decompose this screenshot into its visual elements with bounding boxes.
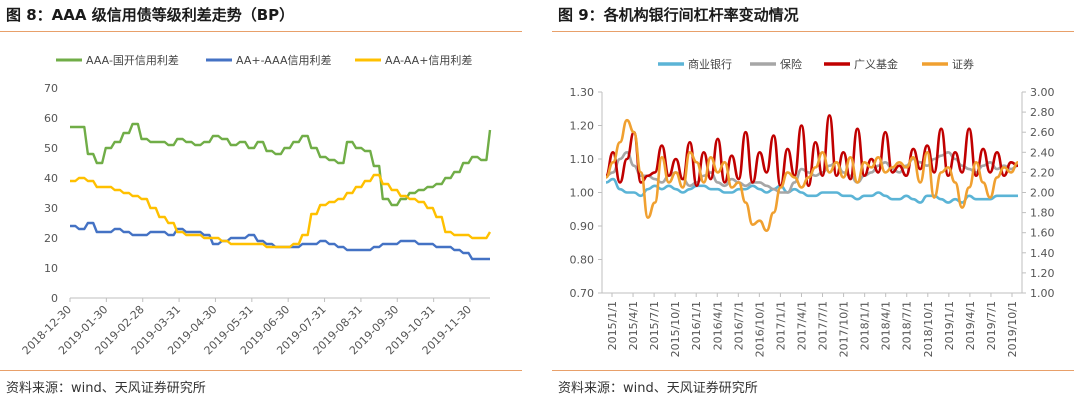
x-tick-label: 2016/10/1 [753,301,766,357]
credit-spread-chart: AAA-国开信用利差 AA+-AAA信用利差 AA-AA+信用利差 0 10 20 30 40… [20,53,492,357]
x-tick-label: 2017/7/1 [817,301,830,350]
x-tick-label: 2015/7/1 [648,301,661,350]
left-y-tick-label: 0.80 [570,254,595,267]
x-tick-label: 2018/4/1 [880,301,893,350]
right-y-tick-label: 1.60 [1030,227,1055,240]
x-tick-label: 2018/7/1 [901,301,914,350]
y-tick-label: 40 [44,172,58,185]
legend-label-2: AA-AA+信用利差 [385,53,472,67]
right-y-tick-label: 3.00 [1030,86,1055,99]
legend-label-0: 商业银行 [688,57,732,71]
source-divider [552,370,1074,371]
y-tick-label: 70 [44,82,58,95]
series-line-aa-aaa [70,221,490,261]
left-y-tick-label: 0.90 [570,220,595,233]
x-tick-label: 2017/1/1 [774,301,787,350]
source-divider [0,370,522,371]
figure-8-title: 图 8：AAA 级信用债等级利差走势（BP） [6,6,295,24]
figure-9-panel: 图 9：各机构银行间杠杆率变动情况 商业银行 保险 广义基金 证券 0.70 0.80 0.… [552,0,1080,408]
x-tick-label: 2015/4/1 [627,301,640,350]
legend-label-1: 保险 [780,57,802,71]
right-y-tick-label: 1.20 [1030,267,1055,280]
y-tick-label: 20 [44,232,58,245]
legend-label-0: AAA-国开信用利差 [86,53,179,67]
y-tick-label: 10 [44,262,58,275]
left-y-tick-label: 1.10 [570,153,595,166]
right-y-tick-label: 2.00 [1030,187,1055,200]
right-y-tick-label: 2.80 [1030,106,1055,119]
x-tick-label: 2018/10/1 [922,301,935,357]
leverage-ratio-chart: 商业银行 保险 广义基金 证券 0.70 0.80 0.90 1.00 1.10 1.20 1.30… [570,57,1055,357]
series-line-series [605,118,1019,232]
right-y-tick-label: 2.40 [1030,146,1055,159]
x-tick-label: 2019/4/1 [964,301,977,350]
series-line-series [604,114,1019,188]
x-tick-label: 2016/7/1 [732,301,745,350]
x-tick-label: 2019/7/1 [985,301,998,350]
legend-label-2: 广义基金 [854,57,898,71]
x-tick-label: 2019/1/1 [943,301,956,350]
left-y-tick-label: 0.70 [570,287,595,300]
x-tick-label: 2016/1/1 [690,301,703,350]
x-tick-label: 2017/10/1 [838,301,851,357]
figure-8-source: 资料来源：wind、天风证券研究所 [6,381,206,396]
left-y-tick-label: 1.20 [570,120,595,133]
right-y-tick-label: 1.00 [1030,287,1055,300]
figure-8-panel: 图 8：AAA 级信用债等级利差走势（BP） AAA-国开信用利差 AA+-AAA… [0,0,528,408]
series-line-aa-aa [70,173,492,249]
x-tick-label: 2015/1/1 [606,301,619,350]
right-y-tick-label: 1.80 [1030,207,1055,220]
x-tick-label: 2015/10/1 [669,301,682,357]
x-tick-label: 2019/10/1 [1006,301,1019,357]
legend-label-1: AA+-AAA信用利差 [236,53,332,67]
series-line-aaa [70,122,492,207]
y-tick-label: 60 [44,112,58,125]
right-y-tick-label: 2.20 [1030,166,1055,179]
legend-label-3: 证券 [952,57,974,71]
x-tick-label: 2017/4/1 [795,301,808,350]
series-line-series [605,177,1018,204]
figure-9-title: 图 9：各机构银行间杠杆率变动情况 [558,6,799,24]
right-y-tick-label: 2.60 [1030,126,1055,139]
right-y-tick-label: 1.40 [1030,247,1055,260]
y-tick-label: 30 [44,202,58,215]
y-tick-label: 0 [51,292,58,305]
x-tick-label: 2016/4/1 [711,301,724,350]
title-divider [552,31,1074,32]
x-tick-label: 2018/1/1 [859,301,872,350]
left-y-tick-label: 1.30 [570,86,595,99]
figure-9-source: 资料来源：wind、天风证券研究所 [558,381,758,396]
title-divider [0,31,522,32]
left-y-tick-label: 1.00 [570,187,595,200]
y-tick-label: 50 [44,142,58,155]
